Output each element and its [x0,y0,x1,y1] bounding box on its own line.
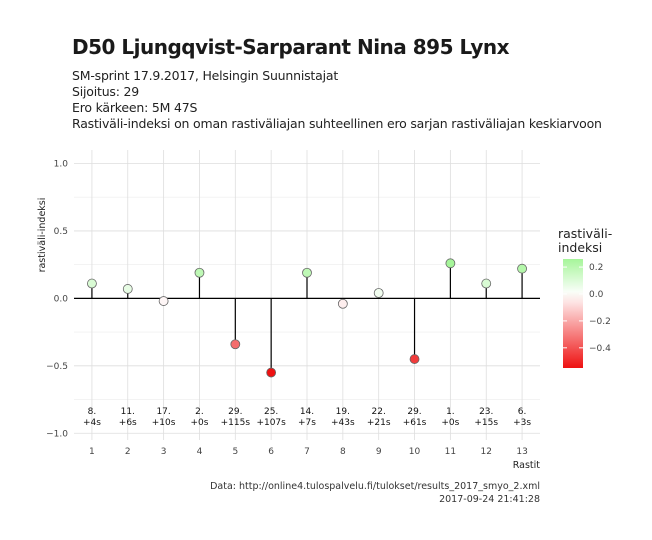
legend-colorbar [563,259,583,368]
data-point[interactable] [122,284,133,294]
rank-label: 8. [88,407,97,417]
time-diff-label: +10s [152,418,176,428]
axes: −1.0−0.50.00.51.01 2 3 4 5 6 7 8 9 10 11 12 13Rastit… [37,159,540,471]
data-point[interactable] [481,278,492,289]
y-tick-label: −0.5 [46,362,68,372]
time-diff-label: +61s [403,418,427,428]
data-point[interactable] [266,367,277,378]
rank-label: 29. [407,407,421,417]
data-marks: 8.+4s11.+6s17.+10s2.+0s29.+115s25.+107s1… [83,258,531,428]
time-diff-label: +21s [367,418,391,428]
x-tick-label: 10 [409,447,421,457]
subtitle-line-2: Sijoitus: 29 [72,84,140,99]
data-point[interactable] [337,298,348,309]
data-point[interactable] [517,263,527,274]
x-tick-label: 12 [481,447,492,457]
time-diff-label: +7s [298,418,316,428]
data-point[interactable] [445,258,456,269]
x-tick-label: 4 [197,447,203,457]
time-diff-label: +15s [474,418,498,428]
rank-label: 1. [446,407,455,417]
time-diff-label: +6s [119,418,137,428]
legend-tick-label: −0.2 [589,317,611,327]
time-diff-label: +0s [441,418,459,428]
rank-label: 25. [264,407,278,417]
x-axis-title: Rastit [513,460,541,471]
legend-title-line-1: rastiväli- [558,226,612,241]
timestamp: 2017-09-24 21:41:28 [439,494,540,505]
rank-label: 6. [518,407,527,417]
y-tick-label: 0.0 [54,294,69,304]
rank-label: 29. [228,407,242,417]
rank-label: 2. [195,407,204,417]
subtitle-line-3: Ero kärkeen: 5M 47S [72,100,198,115]
data-point[interactable] [409,354,420,364]
rank-label: 11. [121,407,135,417]
y-tick-label: 0.5 [54,227,68,237]
time-diff-label: +115s [221,418,251,428]
rank-label: 19. [336,407,350,417]
data-point[interactable] [302,267,312,278]
data-point[interactable] [158,296,169,306]
legend-tick-label: 0.0 [589,290,604,300]
legend-tick-label: −0.4 [589,344,611,354]
time-diff-label: +4s [83,418,101,428]
time-diff-label: +3s [513,418,531,428]
x-tick-label: 6 [268,447,274,457]
x-tick-label: 13 [516,447,527,457]
rank-label: 14. [300,407,314,417]
x-tick-label: 7 [304,447,310,457]
data-point[interactable] [87,278,97,289]
time-diff-label: +0s [190,418,208,428]
time-diff-label: +43s [331,418,355,428]
time-diff-label: +107s [256,418,286,428]
data-point[interactable] [230,339,241,350]
grid-lines [74,150,540,440]
data-source: Data: http://online4.tulospalvelu.fi/tul… [210,481,540,492]
rank-label: 17. [156,407,170,417]
x-tick-label: 2 [125,447,131,457]
subtitle-line-4: Rastiväli-indeksi on oman rastiväliajan … [72,116,602,131]
y-tick-label: −1.0 [46,429,68,439]
rank-label: 23. [479,407,493,417]
data-point[interactable] [194,267,205,278]
legend-title-line-2: indeksi [558,240,602,255]
x-tick-label: 3 [161,447,167,457]
color-legend[interactable]: rastiväli-indeksi 0.2 0.0 −0.2 −0.4 [558,226,612,368]
subtitle-line-1: SM-sprint 17.9.2017, Helsingin Suunnista… [72,68,339,83]
legend-tick-label: 0.2 [589,263,603,273]
y-axis-title: rastiväli-indeksi [37,198,48,273]
data-point[interactable] [373,288,384,298]
y-tick-label: 1.0 [54,159,69,169]
x-tick-label: 8 [340,447,346,457]
x-tick-label: 11 [445,447,456,457]
x-tick-label: 5 [232,447,238,457]
rank-label: 22. [372,407,386,417]
x-tick-label: 9 [376,447,382,457]
chart-title: D50 Ljungqvist-Sarparant Nina 895 Lynx [72,35,510,59]
x-tick-label: 1 [89,447,95,457]
